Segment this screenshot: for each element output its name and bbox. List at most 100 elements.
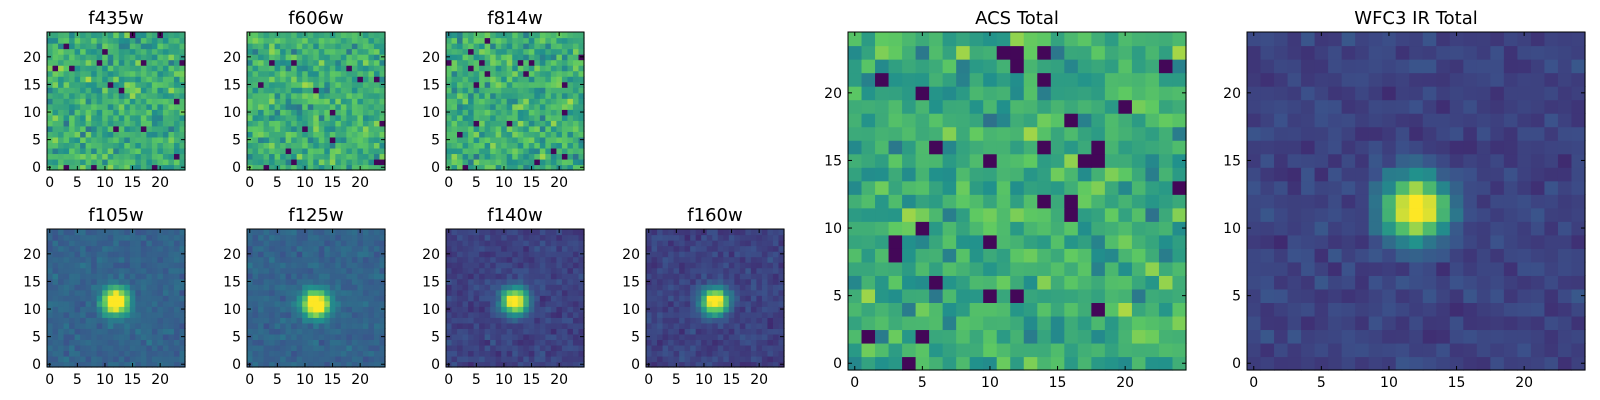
- heatmap-cell: [47, 70, 54, 77]
- heatmap-cell: [572, 32, 580, 39]
- heatmap-cell: [107, 81, 114, 88]
- heatmap-cell: [888, 221, 903, 236]
- heatmap-cell: [335, 48, 342, 55]
- heatmap-cell: [91, 278, 98, 285]
- heatmap-cell: [490, 240, 497, 247]
- heatmap-cell: [929, 167, 944, 182]
- heatmap-cell: [118, 48, 125, 55]
- heatmap-cell: [135, 289, 142, 296]
- heatmap-cell: [539, 32, 546, 39]
- heatmap-cell: [118, 322, 125, 329]
- x-tick-label: 15: [324, 175, 342, 191]
- heatmap-cell: [673, 322, 680, 329]
- heatmap-cell: [252, 131, 259, 138]
- heatmap-cell: [728, 262, 735, 269]
- heatmap-cell: [307, 153, 314, 160]
- heatmap-cell: [539, 76, 546, 83]
- heatmap-cell: [534, 59, 541, 66]
- heatmap-cell: [307, 295, 314, 302]
- heatmap-cell: [173, 361, 181, 368]
- heatmap-cell: [1050, 329, 1065, 344]
- heatmap-cell: [539, 153, 546, 160]
- heatmap-cell: [140, 158, 147, 166]
- heatmap-cell: [52, 37, 59, 44]
- heatmap-cell: [168, 256, 175, 263]
- heatmap-cell: [902, 288, 917, 303]
- heatmap-cell: [107, 322, 114, 329]
- heatmap-cell: [684, 251, 691, 258]
- heatmap-cell: [373, 103, 381, 110]
- heatmap-cell: [362, 240, 370, 247]
- heatmap-cell: [1010, 356, 1025, 371]
- heatmap-cell: [357, 37, 364, 44]
- heatmap-cell: [706, 328, 713, 335]
- heatmap-cell: [490, 131, 497, 138]
- heatmap-cell: [556, 98, 563, 105]
- heatmap-cell: [545, 158, 552, 166]
- heatmap-cell: [528, 92, 535, 99]
- heatmap-cell: [118, 245, 125, 252]
- heatmap-cell: [318, 339, 325, 346]
- heatmap-cell: [368, 32, 375, 39]
- heatmap-cell: [258, 317, 265, 324]
- heatmap-cell: [717, 306, 724, 313]
- heatmap-cell: [902, 261, 917, 276]
- heatmap-cell: [778, 328, 785, 335]
- heatmap-cell: [335, 295, 342, 302]
- heatmap-cell: [484, 328, 491, 335]
- heatmap-cell: [446, 245, 453, 252]
- heatmap-cell: [875, 315, 890, 331]
- heatmap-cell: [539, 87, 546, 94]
- heatmap-cell: [929, 234, 944, 249]
- heatmap-cell: [324, 278, 331, 285]
- heatmap-cell: [80, 37, 87, 44]
- heatmap-cell: [706, 240, 713, 247]
- x-tick-label: 5: [273, 372, 282, 388]
- heatmap-cell: [85, 267, 92, 274]
- heatmap-cell: [63, 98, 70, 105]
- heatmap-cell: [318, 76, 325, 83]
- heatmap-cell: [258, 344, 265, 352]
- heatmap-cell: [329, 65, 336, 72]
- heatmap-cell: [313, 311, 320, 318]
- heatmap-cell: [263, 328, 270, 335]
- heatmap-cell: [756, 267, 763, 274]
- heatmap-cell: [63, 59, 70, 66]
- heatmap-cell: [74, 251, 81, 258]
- heatmap-cell: [484, 350, 491, 357]
- heatmap-cell: [157, 339, 164, 346]
- heatmap-cell: [91, 355, 98, 363]
- heatmap-cell: [157, 103, 164, 110]
- heatmap-cell: [942, 261, 957, 276]
- heatmap-cell: [761, 289, 769, 296]
- heatmap-cell: [124, 136, 131, 143]
- heatmap-cell: [362, 251, 370, 258]
- heatmap-cell: [146, 59, 153, 66]
- heatmap-cell: [717, 355, 724, 363]
- heatmap-cell: [340, 147, 347, 155]
- heatmap-cell: [96, 234, 103, 241]
- heatmap-cell: [168, 76, 175, 83]
- heatmap-cell: [545, 322, 552, 329]
- heatmap-cell: [668, 284, 675, 291]
- heatmap-cell: [368, 361, 375, 368]
- heatmap-cell: [902, 180, 917, 195]
- heatmap-cell: [567, 251, 574, 258]
- heatmap-cell: [567, 322, 574, 329]
- heatmap-cell: [129, 234, 136, 241]
- heatmap-cell: [373, 54, 381, 61]
- heatmap-cell: [969, 221, 984, 236]
- heatmap-cell: [80, 284, 87, 291]
- heatmap-cell: [157, 87, 164, 94]
- heatmap-cell: [179, 76, 186, 83]
- heatmap-cell: [151, 284, 158, 291]
- heatmap-cell: [252, 43, 259, 50]
- heatmap-cell: [490, 289, 497, 296]
- heatmap-cell: [739, 333, 746, 340]
- heatmap-cell: [113, 251, 120, 258]
- heatmap-cell: [80, 136, 87, 143]
- heatmap-cell: [479, 114, 486, 121]
- heatmap-cell: [258, 114, 265, 121]
- heatmap-cell: [324, 333, 331, 340]
